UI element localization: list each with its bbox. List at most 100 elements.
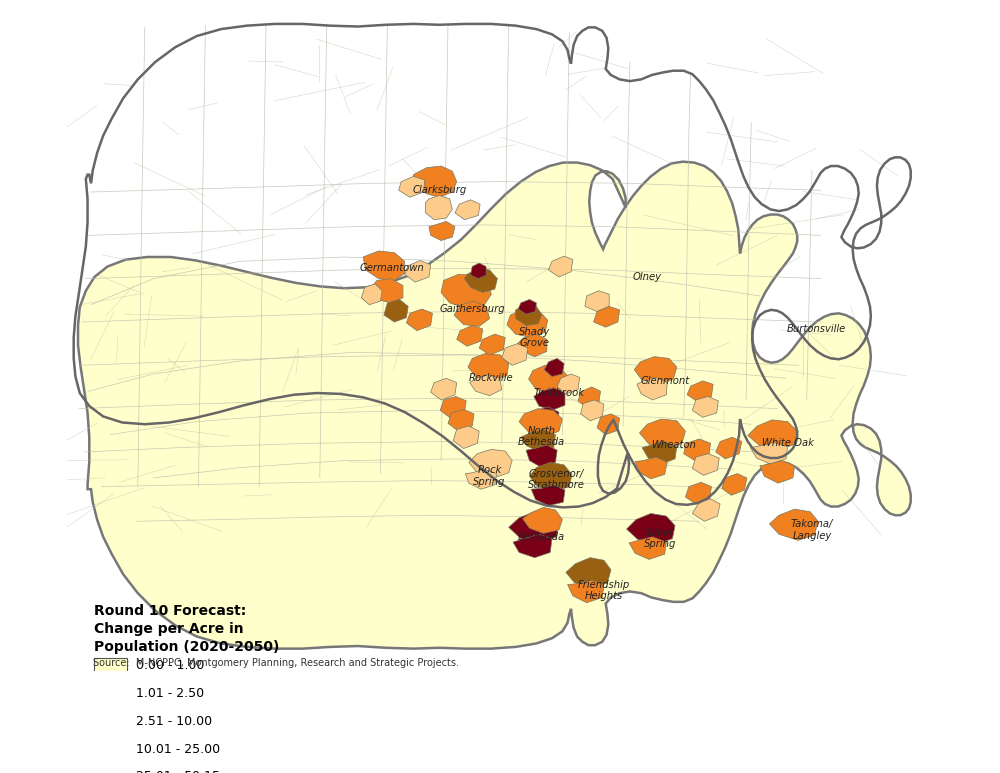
Text: Shady
Grove: Shady Grove bbox=[519, 327, 550, 349]
FancyBboxPatch shape bbox=[94, 741, 127, 757]
Polygon shape bbox=[748, 420, 797, 450]
Polygon shape bbox=[455, 199, 480, 220]
Text: North
Bethesda: North Bethesda bbox=[518, 426, 565, 447]
Polygon shape bbox=[568, 581, 604, 603]
Polygon shape bbox=[405, 261, 431, 282]
Text: White Oak: White Oak bbox=[762, 438, 814, 448]
Text: Grosvenor/
Strathmore: Grosvenor/ Strathmore bbox=[528, 469, 585, 491]
Text: Friendship
Heights: Friendship Heights bbox=[578, 580, 630, 601]
Text: Glenmont: Glenmont bbox=[640, 376, 689, 386]
Polygon shape bbox=[521, 430, 555, 452]
Text: 0.00 - 1.00: 0.00 - 1.00 bbox=[136, 659, 204, 673]
Text: 1.01 - 2.50: 1.01 - 2.50 bbox=[136, 687, 204, 700]
Polygon shape bbox=[502, 344, 528, 366]
Polygon shape bbox=[597, 414, 620, 434]
Polygon shape bbox=[692, 454, 719, 475]
Polygon shape bbox=[368, 278, 403, 303]
Polygon shape bbox=[453, 426, 479, 448]
Polygon shape bbox=[523, 507, 562, 533]
Polygon shape bbox=[440, 397, 466, 418]
Text: Rock
Spring: Rock Spring bbox=[473, 465, 506, 487]
Polygon shape bbox=[468, 353, 509, 381]
Polygon shape bbox=[413, 166, 457, 197]
Polygon shape bbox=[509, 512, 559, 543]
FancyBboxPatch shape bbox=[94, 769, 127, 773]
Polygon shape bbox=[513, 534, 552, 557]
Polygon shape bbox=[441, 274, 491, 308]
Polygon shape bbox=[760, 461, 795, 483]
Text: Takoma/
Langley: Takoma/ Langley bbox=[791, 519, 833, 541]
Polygon shape bbox=[518, 299, 536, 314]
Polygon shape bbox=[429, 222, 455, 240]
Polygon shape bbox=[557, 374, 580, 394]
Text: Gaithersburg: Gaithersburg bbox=[439, 304, 505, 314]
Polygon shape bbox=[406, 309, 432, 331]
Text: Germantown: Germantown bbox=[359, 264, 424, 274]
Polygon shape bbox=[769, 509, 818, 540]
FancyBboxPatch shape bbox=[94, 658, 127, 674]
Text: Wheaton: Wheaton bbox=[651, 440, 696, 450]
Polygon shape bbox=[517, 334, 547, 356]
Polygon shape bbox=[692, 397, 718, 417]
Polygon shape bbox=[526, 445, 557, 468]
Polygon shape bbox=[399, 176, 425, 197]
Polygon shape bbox=[531, 485, 565, 506]
Text: Silver
Spring: Silver Spring bbox=[644, 528, 676, 550]
Polygon shape bbox=[470, 375, 502, 396]
Text: Round 10 Forecast:
Change per Acre in
Population (2020-2050): Round 10 Forecast: Change per Acre in Po… bbox=[94, 604, 280, 655]
Text: 2.51 - 10.00: 2.51 - 10.00 bbox=[136, 715, 212, 728]
Polygon shape bbox=[578, 387, 601, 408]
Polygon shape bbox=[750, 442, 788, 464]
Polygon shape bbox=[529, 462, 572, 492]
Polygon shape bbox=[507, 309, 548, 338]
Polygon shape bbox=[685, 482, 711, 504]
Polygon shape bbox=[529, 366, 568, 393]
Polygon shape bbox=[454, 301, 490, 326]
Polygon shape bbox=[464, 268, 497, 292]
Polygon shape bbox=[534, 388, 565, 410]
Polygon shape bbox=[519, 409, 562, 436]
Polygon shape bbox=[594, 306, 620, 327]
Polygon shape bbox=[549, 256, 573, 277]
Polygon shape bbox=[363, 251, 405, 281]
Polygon shape bbox=[431, 378, 457, 400]
Polygon shape bbox=[684, 439, 711, 461]
Text: Burtonsville: Burtonsville bbox=[787, 324, 846, 334]
Polygon shape bbox=[469, 449, 512, 478]
Polygon shape bbox=[516, 305, 542, 325]
Polygon shape bbox=[642, 441, 677, 464]
FancyBboxPatch shape bbox=[94, 686, 127, 702]
Text: Source:  M-NCPPC, Montgomery Planning, Research and Strategic Projects.: Source: M-NCPPC, Montgomery Planning, Re… bbox=[93, 658, 459, 668]
Polygon shape bbox=[635, 457, 667, 478]
Polygon shape bbox=[629, 537, 666, 560]
Text: 10.01 - 25.00: 10.01 - 25.00 bbox=[136, 743, 220, 756]
Polygon shape bbox=[634, 356, 677, 384]
Polygon shape bbox=[637, 377, 667, 400]
FancyBboxPatch shape bbox=[94, 713, 127, 729]
Polygon shape bbox=[448, 410, 474, 431]
Polygon shape bbox=[716, 438, 742, 459]
Polygon shape bbox=[465, 469, 497, 489]
Polygon shape bbox=[581, 400, 604, 421]
Text: Twinbrook: Twinbrook bbox=[533, 388, 584, 398]
Polygon shape bbox=[531, 407, 559, 427]
Polygon shape bbox=[566, 557, 611, 588]
Polygon shape bbox=[692, 499, 720, 521]
Polygon shape bbox=[384, 299, 408, 322]
Polygon shape bbox=[471, 263, 486, 278]
Polygon shape bbox=[479, 334, 505, 355]
Text: Olney: Olney bbox=[633, 272, 662, 282]
Polygon shape bbox=[425, 196, 452, 220]
Polygon shape bbox=[544, 359, 564, 376]
Text: Clarksburg: Clarksburg bbox=[412, 186, 466, 196]
Text: 25.01 - 59.15: 25.01 - 59.15 bbox=[136, 771, 220, 773]
Polygon shape bbox=[687, 381, 713, 402]
Polygon shape bbox=[361, 284, 382, 305]
Text: Rockville: Rockville bbox=[469, 373, 514, 383]
Polygon shape bbox=[722, 474, 747, 495]
Polygon shape bbox=[457, 325, 483, 346]
Polygon shape bbox=[78, 162, 911, 649]
Polygon shape bbox=[585, 291, 609, 312]
Polygon shape bbox=[627, 513, 675, 545]
Text: Bethesda: Bethesda bbox=[518, 532, 565, 542]
